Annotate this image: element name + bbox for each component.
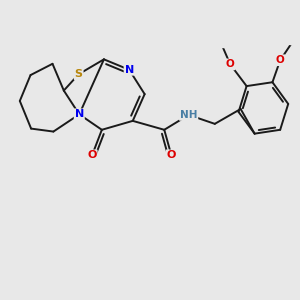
Text: S: S — [75, 69, 83, 79]
Bar — [285, 34, 300, 45]
Text: N: N — [75, 109, 84, 119]
Text: N: N — [124, 65, 134, 75]
Text: O: O — [167, 150, 176, 160]
Text: NH: NH — [180, 110, 197, 120]
Text: O: O — [87, 150, 97, 160]
Text: O: O — [276, 55, 285, 65]
Text: O: O — [217, 38, 225, 47]
Text: O: O — [226, 59, 235, 69]
Bar — [212, 37, 230, 48]
Text: O: O — [290, 34, 298, 44]
